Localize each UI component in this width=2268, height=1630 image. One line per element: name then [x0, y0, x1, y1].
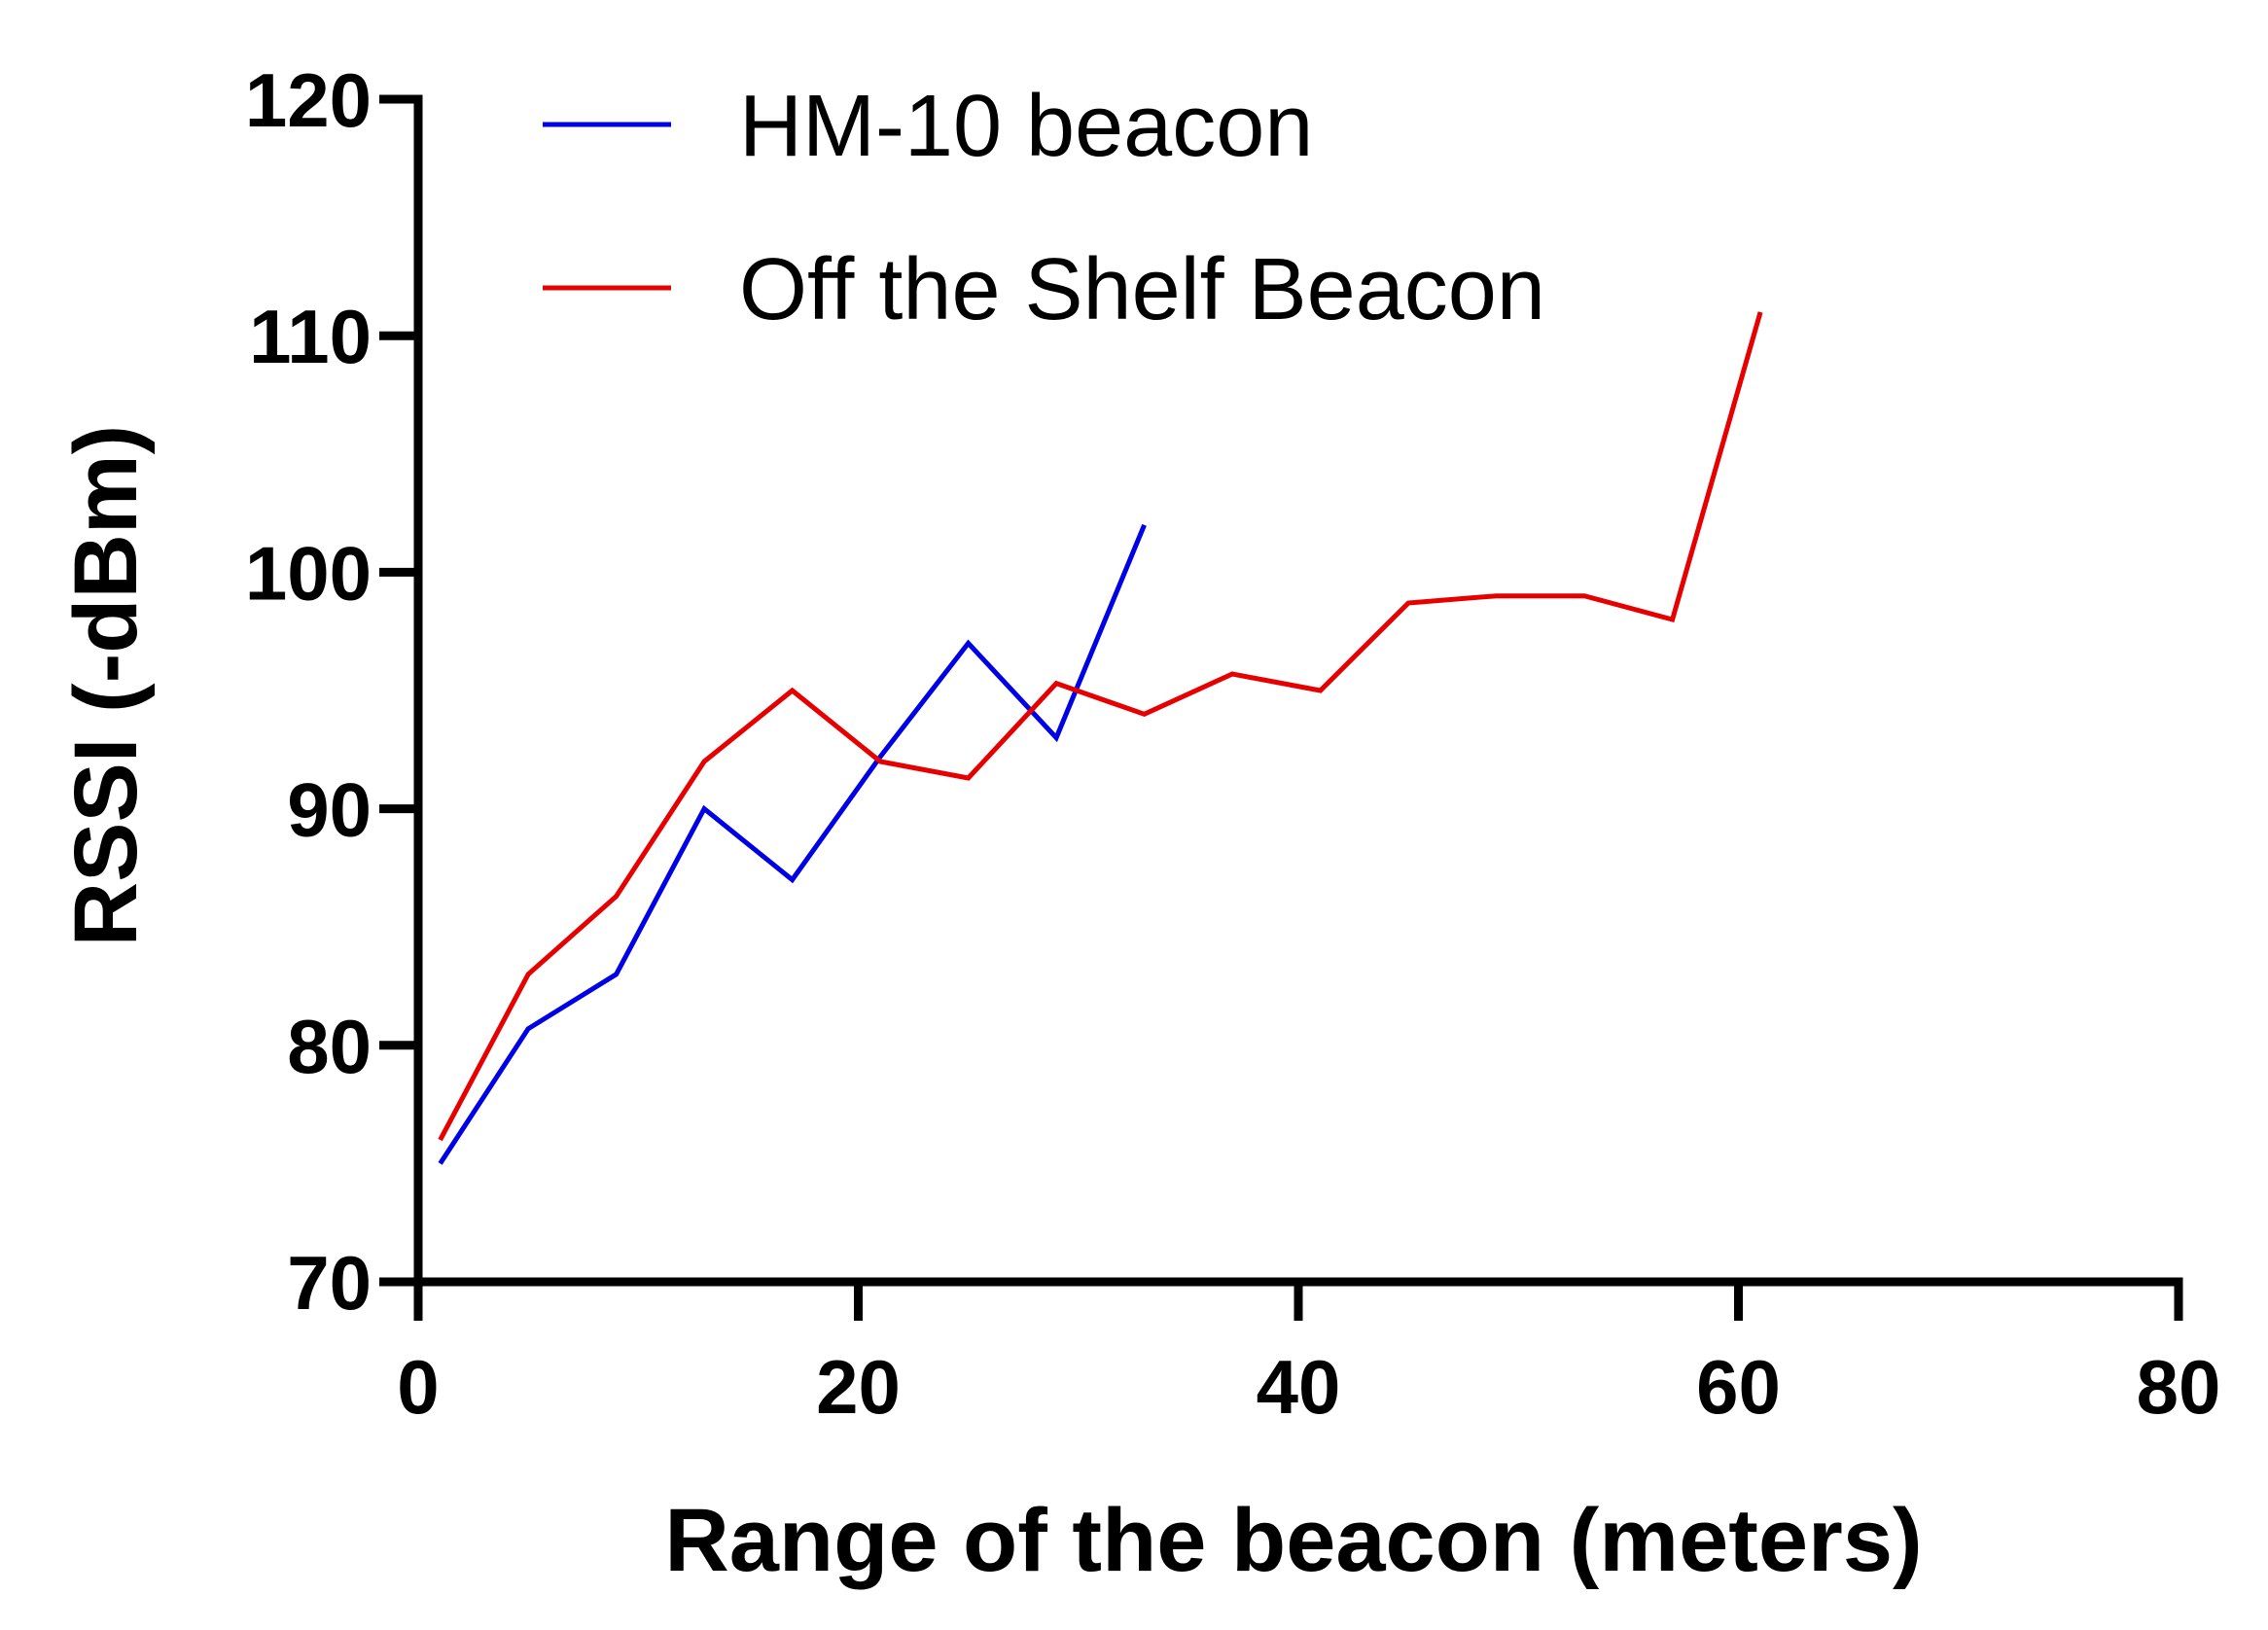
y-tick-label: 120: [245, 57, 372, 143]
y-tick-label: 100: [245, 530, 372, 616]
x-tick-label: 20: [816, 1344, 901, 1430]
x-tick-label: 60: [1696, 1344, 1781, 1430]
x-tick-label: 80: [2137, 1344, 2221, 1430]
x-axis-title: Range of the beacon (meters): [664, 1491, 1922, 1590]
y-tick-label: 110: [249, 294, 372, 379]
legend-label-1: HM-10 beacon: [739, 78, 1313, 175]
series-line-1: [438, 523, 1147, 1165]
y-tick-label: 80: [287, 1004, 372, 1089]
y-tick-label: 70: [287, 1240, 372, 1326]
y-tick-label: 90: [287, 767, 372, 853]
legend: HM-10 beacon Off the Shelf Beacon: [543, 78, 1545, 338]
series-layer: [438, 311, 1763, 1165]
x-tick-label: 40: [1257, 1344, 1341, 1430]
ticks: 70 80 90 100 110 120 0 20 40 60 80: [245, 57, 2221, 1430]
y-axis-title: RSSI (-dBm): [56, 425, 156, 947]
series-line-2: [438, 311, 1763, 1142]
legend-label-2: Off the Shelf Beacon: [739, 241, 1545, 338]
x-tick-label: 0: [397, 1344, 439, 1430]
